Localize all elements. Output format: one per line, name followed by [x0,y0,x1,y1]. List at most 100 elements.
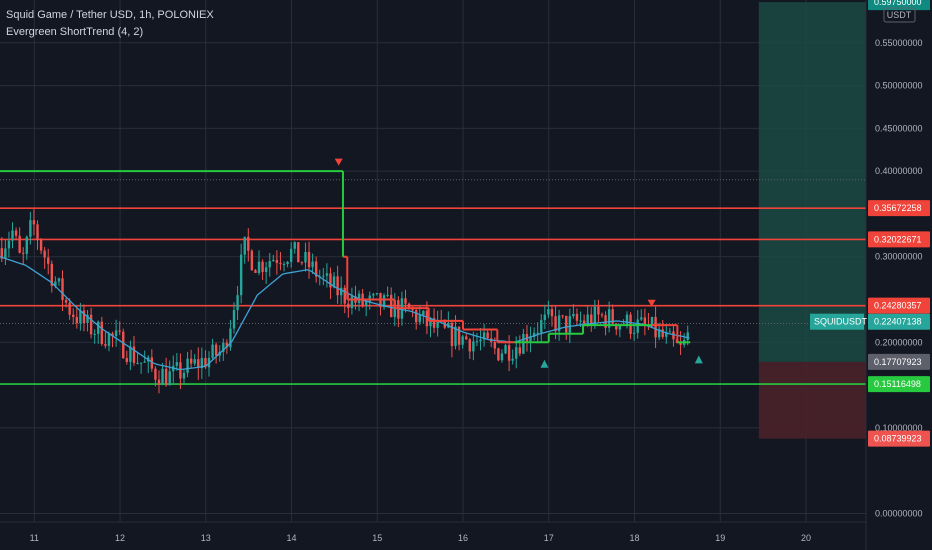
candle-body [54,281,57,286]
candle-body [36,224,39,240]
candle-body [632,332,636,334]
price-axis-label: 0.45000000 [875,123,923,133]
candle-body [193,359,196,364]
candle-body [243,236,246,255]
candle-body [586,314,589,324]
candle-body [493,342,497,349]
candle-body [314,261,318,277]
candle-body [282,264,286,266]
candle-body [579,320,582,322]
candle-body [436,320,439,328]
candle-body [497,348,500,361]
candle-body [364,301,368,306]
candle-body [297,242,300,263]
sell-signal-marker [647,299,656,307]
candle-body [504,345,507,354]
candle-body [336,276,339,296]
price-axis-label: 0.30000000 [875,252,923,262]
candle-body [200,357,204,368]
currency-badge: USDT [887,10,912,20]
candle-body [643,317,647,325]
candle-body [79,310,82,324]
candle-body [550,309,554,317]
candle-body [268,261,271,268]
candle-body [132,346,136,363]
time-axis-label: 14 [287,533,297,543]
candle-body [322,275,325,277]
candle-body [425,310,429,327]
candle-body [118,330,121,332]
candle-body [600,314,604,316]
time-axis-label: 12 [115,533,125,543]
candle-body [229,328,232,348]
candle-body [529,336,532,343]
time-axis-label: 16 [458,533,468,543]
moving-average-line [0,256,690,371]
candle-body [554,316,557,332]
candle-body [532,332,536,337]
candle-body [254,270,257,273]
candle-body [615,323,618,330]
candle-body [222,342,225,352]
candle-body [175,362,179,366]
candle-body [479,339,482,342]
candle-body [150,357,154,369]
candle-body [390,294,393,318]
candle-body [125,358,129,362]
candle-body [161,368,164,385]
price-axis-label: 0.20000000 [875,337,923,347]
candle-body [7,240,11,249]
candle-body [18,235,21,253]
candle-body [350,296,354,309]
candle-body [347,303,350,309]
candle-body [450,322,454,347]
candle-body [661,329,664,337]
price-axis-label: 0.50000000 [875,81,923,91]
candle-body [100,321,104,345]
candle-body [432,318,436,328]
candle-body [50,263,54,286]
candle-body [0,248,3,259]
candle-body [136,362,139,364]
buy-signal-marker [694,355,703,364]
candle-body [236,295,239,311]
candle-body [11,230,14,241]
candle-body [575,313,579,321]
candle-body [582,320,586,324]
level-price-tag-bg [868,376,930,393]
indicator-legend[interactable]: Evergreen ShortTrend (4, 2) [6,26,144,38]
candle-body [568,316,572,333]
candle-body [22,252,25,254]
candle-body [607,309,611,328]
loss-zone [758,361,866,439]
candle-body [465,336,468,340]
candle-body [415,310,418,323]
level-price-tag: 0.24280357 [874,301,922,311]
level-price-tag: 0.35672258 [874,203,922,213]
time-axis-label: 19 [715,533,725,543]
candle-body [279,263,282,265]
sell-signal-marker [334,158,343,166]
chart-title[interactable]: Squid Game / Tether USD, 1h, POLONIEX [6,9,214,21]
symbol-tag-bg [810,313,864,330]
candle-body [672,331,675,340]
candle-body [154,368,157,380]
candle-body [404,298,407,304]
candle-body [511,358,514,361]
candle-body [204,357,207,368]
candle-body [75,316,79,324]
candle-body [654,317,657,338]
candle-body [522,333,525,354]
time-axis-label: 13 [201,533,211,543]
candle-body [275,259,279,264]
price-tag-bg [868,430,930,447]
candle-body [111,333,114,337]
candle-body [515,347,518,359]
candle-body [422,310,425,316]
candle-body [72,314,75,317]
candle-body [14,230,18,236]
price-axis [866,0,932,550]
candle-body [325,273,329,276]
